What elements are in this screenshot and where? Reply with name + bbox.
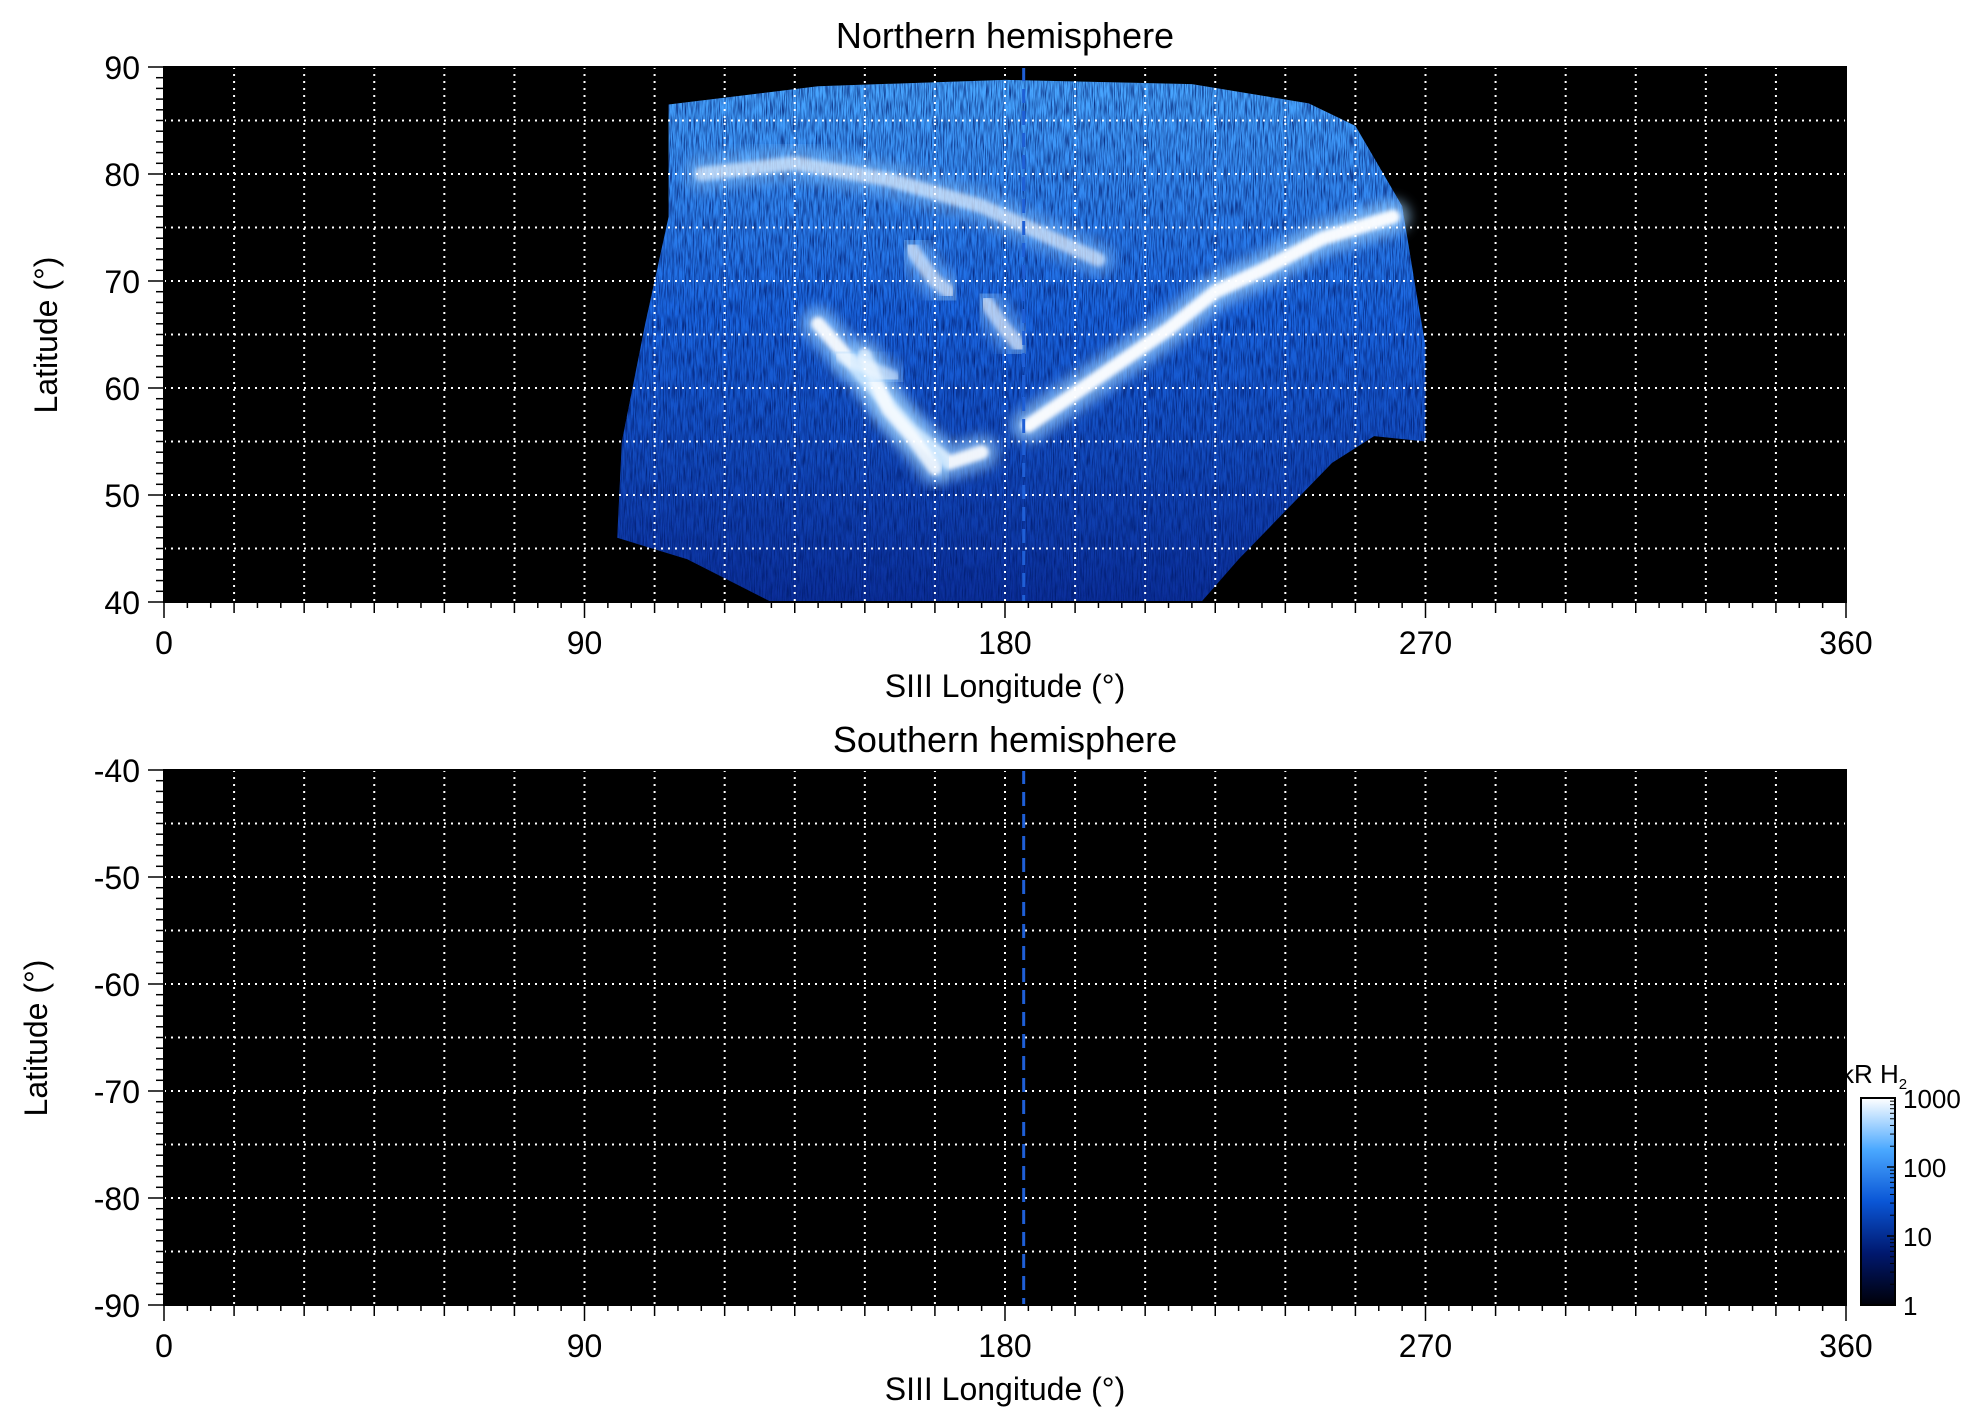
south-y-tick-label: -80 [94, 1181, 140, 1217]
south-grid [164, 770, 1846, 1305]
north-panel: Northern hemisphere 40 50 60 70 80 90 0 90 180 2… [28, 15, 1873, 704]
colorbar-ticks: 1 10 100 1000 [1887, 1084, 1961, 1321]
south-title: Southern hemisphere [833, 719, 1177, 760]
colorbar-label: kR H2 [1841, 1059, 1907, 1093]
north-y-tick-label: 80 [104, 157, 140, 193]
north-x-tick-label: 360 [1819, 625, 1872, 661]
north-y-tick-label: 40 [104, 585, 140, 621]
colorbar-tick-label: 10 [1903, 1222, 1932, 1252]
colorbar-label-subscript: 2 [1899, 1076, 1907, 1093]
south-x-tick-label: 90 [567, 1328, 603, 1364]
north-x-tick-label: 180 [978, 625, 1031, 661]
south-x-axis: 0 90 180 270 360 [155, 1305, 1873, 1364]
north-title: Northern hemisphere [836, 15, 1174, 56]
colorbar-tick-label: 1 [1903, 1291, 1917, 1321]
north-y-tick-label: 60 [104, 371, 140, 407]
north-y-axis: 40 50 60 70 80 90 [104, 50, 164, 621]
south-panel: Southern hemisphere -90 -80 -70 -60 -50 -40 0… [18, 719, 1873, 1407]
north-y-tick-label: 70 [104, 264, 140, 300]
south-y-tick-label: -70 [94, 1074, 140, 1110]
north-auroral-arc [979, 295, 1027, 353]
colorbar-label-main: kR H [1841, 1059, 1899, 1089]
south-x-tick-label: 360 [1819, 1328, 1872, 1364]
south-x-tick-label: 180 [978, 1328, 1031, 1364]
colorbar-tick-label: 1000 [1903, 1084, 1961, 1114]
south-x-tick-label: 270 [1399, 1328, 1452, 1364]
north-auroral-arc [694, 156, 1106, 267]
north-auroral-arc [834, 348, 900, 385]
north-x-axis-label: SIII Longitude (°) [885, 668, 1125, 704]
colorbar-tick-label: 100 [1903, 1153, 1946, 1183]
south-y-axis-label: Latitude (°) [18, 960, 54, 1117]
south-y-tick-label: -50 [94, 860, 140, 896]
south-x-axis-label: SIII Longitude (°) [885, 1371, 1125, 1407]
colorbar: kR H2 1 10 100 1000 [1841, 1059, 1961, 1321]
south-y-axis: -90 -80 -70 -60 -50 -40 [94, 753, 164, 1324]
north-y-tick-label: 50 [104, 478, 140, 514]
colorbar-scale [1860, 1097, 1896, 1306]
south-y-tick-label: -90 [94, 1288, 140, 1324]
north-x-tick-label: 270 [1399, 625, 1452, 661]
south-x-tick-label: 0 [155, 1328, 173, 1364]
north-x-axis: 0 90 180 270 360 [155, 602, 1873, 661]
north-y-axis-label: Latitude (°) [28, 257, 64, 414]
south-y-tick-label: -60 [94, 967, 140, 1003]
north-x-tick-label: 0 [155, 625, 173, 661]
north-y-tick-label: 90 [104, 50, 140, 86]
north-x-tick-label: 90 [567, 625, 603, 661]
north-grid [164, 67, 1846, 602]
south-y-tick-label: -40 [94, 753, 140, 789]
